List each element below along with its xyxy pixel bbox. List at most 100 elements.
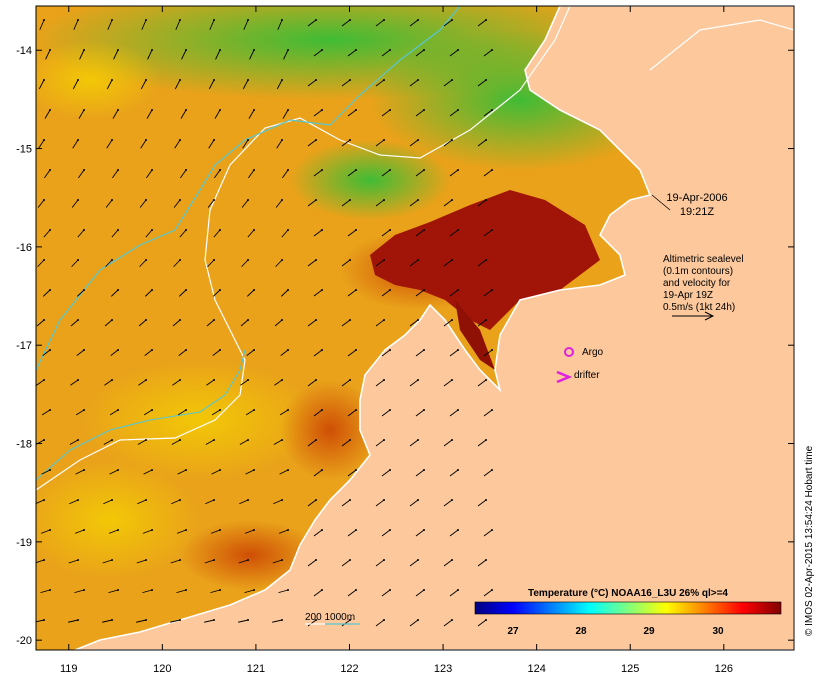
velocity-vector-origin	[49, 229, 51, 231]
velocity-vector-origin	[77, 199, 79, 201]
velocity-vector-origin	[247, 79, 249, 81]
velocity-vector	[409, 259, 419, 267]
velocity-vector	[443, 559, 453, 567]
velocity-vector	[205, 499, 215, 505]
velocity-vector	[449, 589, 459, 597]
velocity-vector-origin	[389, 409, 391, 411]
velocity-vector	[375, 559, 385, 567]
velocity-vector	[170, 619, 181, 623]
velocity-vector	[104, 319, 113, 327]
velocity-vector-origin	[485, 439, 487, 441]
velocity-vector-origin	[151, 469, 153, 471]
velocity-vector	[307, 499, 317, 507]
velocity-vector-origin	[389, 469, 391, 471]
velocity-vector	[245, 469, 255, 475]
velocity-vector	[75, 409, 85, 416]
velocity-vector	[375, 79, 385, 87]
velocity-vector	[483, 409, 493, 417]
velocity-vector	[483, 349, 493, 357]
velocity-vector-origin	[287, 109, 289, 111]
velocity-vector-origin	[417, 559, 419, 561]
velocity-vector-origin	[179, 139, 181, 141]
velocity-vector	[341, 559, 351, 567]
velocity-vector	[483, 229, 493, 237]
velocity-vector	[375, 499, 385, 507]
warm-water-patch	[180, 520, 320, 590]
velocity-vector-origin	[77, 439, 79, 441]
lon-tick-label: 125	[621, 663, 639, 675]
velocity-vector-origin	[43, 259, 45, 261]
velocity-vector-origin	[117, 289, 119, 291]
velocity-vector-origin	[77, 379, 79, 381]
lon-tick-label: 122	[340, 663, 358, 675]
velocity-vector	[381, 169, 391, 177]
velocity-vector-origin	[219, 469, 221, 471]
lat-tick-label: -20	[16, 635, 32, 647]
velocity-vector	[178, 289, 187, 297]
velocity-vector-origin	[219, 349, 221, 351]
velocity-vector	[143, 469, 153, 475]
velocity-vector-origin	[451, 439, 453, 441]
velocity-vector	[36, 379, 45, 386]
velocity-vector-origin	[247, 499, 249, 501]
velocity-vector	[409, 319, 419, 327]
velocity-vector-origin	[179, 559, 181, 561]
argo-label: Argo	[582, 347, 604, 358]
velocity-vector	[209, 19, 215, 30]
velocity-vector	[177, 409, 187, 416]
velocity-vector	[449, 109, 459, 117]
velocity-vector	[477, 199, 487, 207]
velocity-vector	[142, 529, 153, 534]
velocity-vector	[76, 349, 85, 356]
velocity-vector	[204, 619, 215, 623]
velocity-vector	[307, 319, 317, 327]
velocity-vector	[443, 199, 453, 207]
velocity-vector-origin	[355, 409, 357, 411]
velocity-vector	[77, 229, 85, 238]
lon-tick-label: 120	[153, 663, 171, 675]
lat-tick-label: -18	[16, 439, 32, 451]
velocity-vector-origin	[247, 559, 249, 561]
velocity-vector	[112, 169, 119, 179]
velocity-vector	[341, 319, 351, 327]
velocity-vector	[176, 529, 187, 534]
velocity-vector	[415, 229, 425, 237]
velocity-vector-origin	[219, 49, 221, 51]
velocity-vector	[44, 109, 51, 119]
velocity-vector-origin	[253, 589, 255, 591]
velocity-vector-origin	[321, 589, 323, 591]
velocity-vector	[280, 349, 289, 356]
velocity-vector-origin	[117, 169, 119, 171]
velocity-vector	[313, 469, 323, 477]
warm-pool-inlet	[455, 300, 495, 370]
velocity-vector	[72, 79, 79, 90]
velocity-vector	[208, 139, 215, 149]
velocity-vector-origin	[117, 349, 119, 351]
velocity-vector-origin	[111, 259, 113, 261]
velocity-vector	[212, 289, 221, 297]
velocity-vector-origin	[389, 289, 391, 291]
velocity-vector	[70, 319, 79, 327]
velocity-vector-origin	[43, 499, 45, 501]
velocity-vector	[283, 49, 289, 60]
velocity-vector	[274, 379, 283, 386]
velocity-vector-origin	[111, 79, 113, 81]
velocity-vector-origin	[219, 589, 221, 591]
colorbar-tick: 30	[712, 626, 724, 637]
velocity-vector	[247, 229, 255, 238]
velocity-vector	[211, 469, 221, 475]
velocity-vector-origin	[485, 139, 487, 141]
velocity-vector	[443, 379, 453, 387]
velocity-vector-origin	[247, 19, 249, 21]
sealevel-line: (0.1m contours)	[663, 266, 733, 277]
velocity-vector	[69, 499, 79, 505]
velocity-vector	[75, 469, 85, 475]
velocity-vector-origin	[315, 139, 317, 141]
velocity-vector-origin	[281, 79, 283, 81]
velocity-vector	[36, 499, 45, 504]
velocity-vector	[212, 349, 221, 356]
velocity-vector	[144, 349, 153, 356]
velocity-vector	[483, 289, 493, 297]
velocity-vector-origin	[383, 379, 385, 381]
